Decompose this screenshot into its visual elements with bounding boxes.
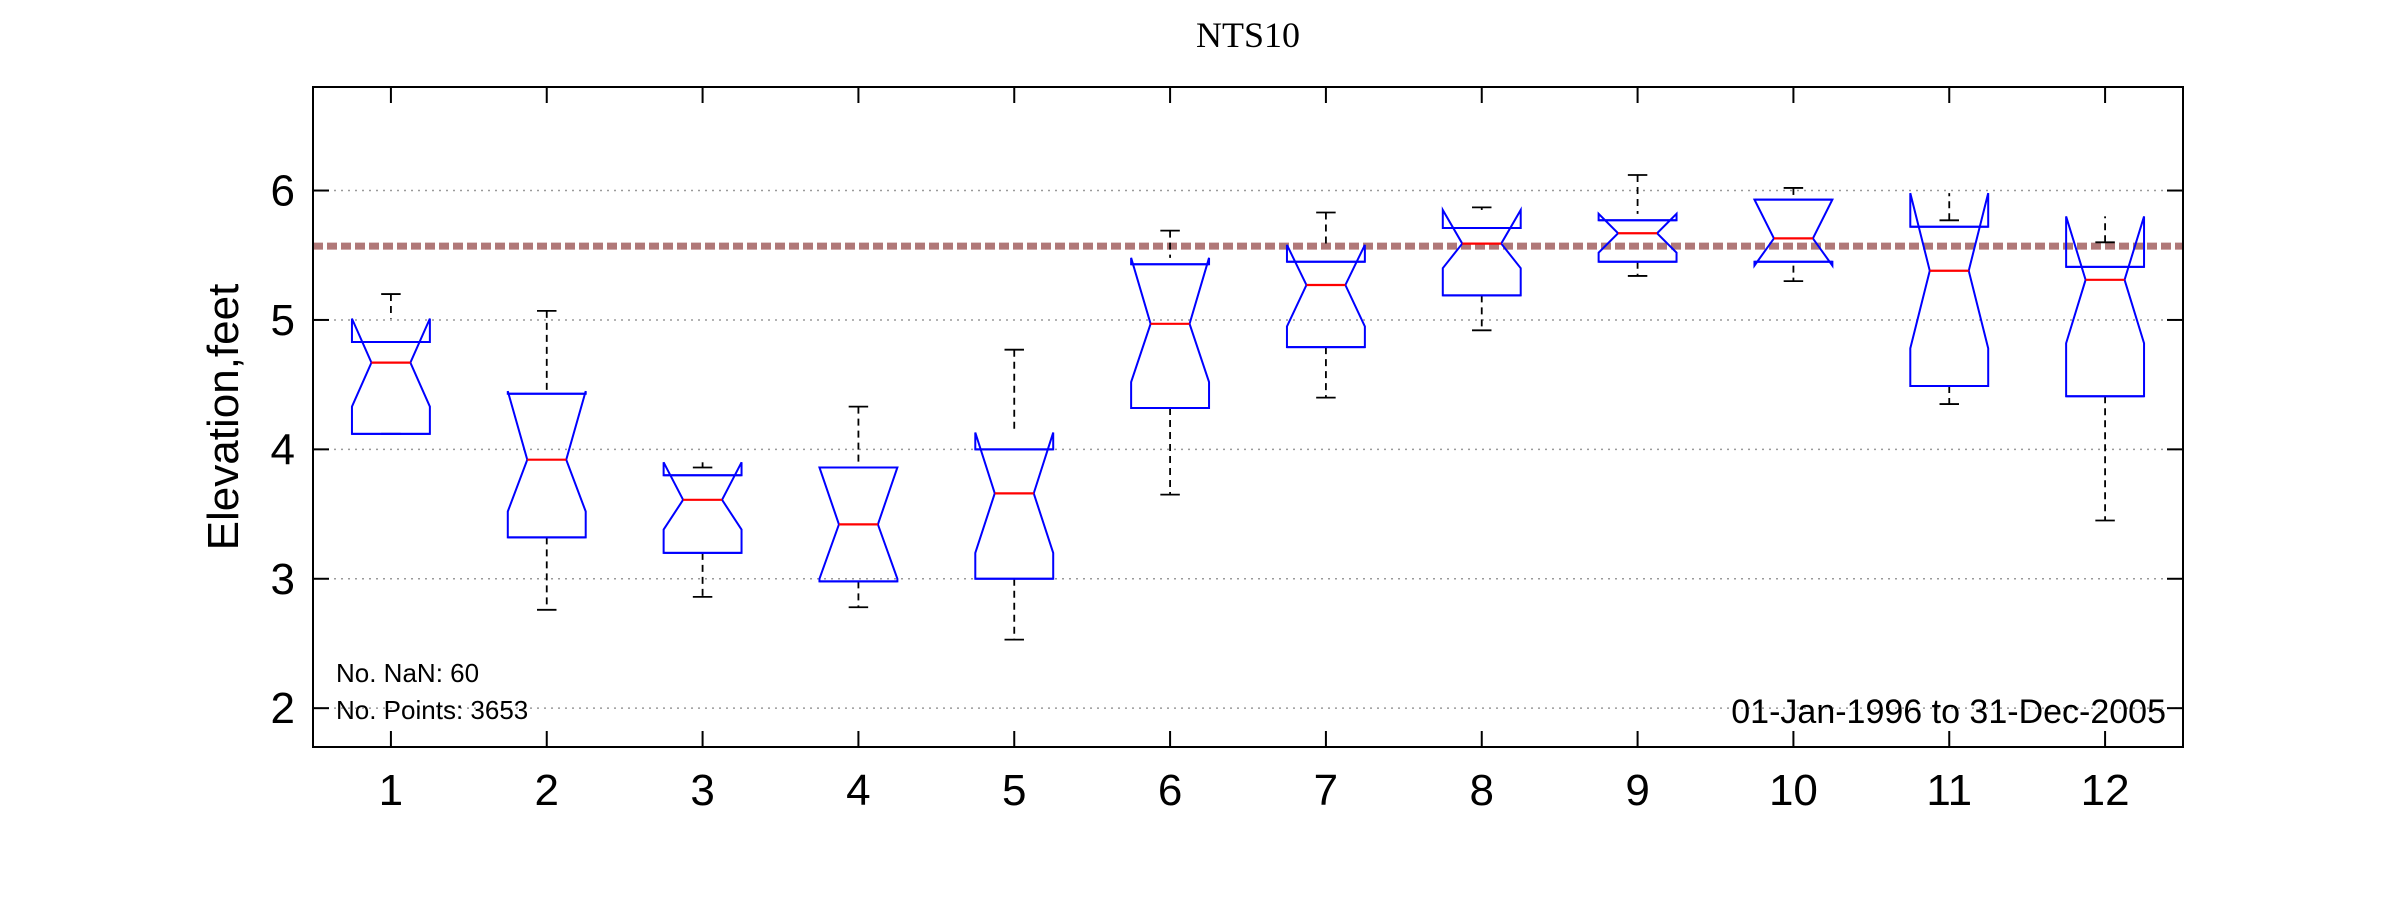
- y-axis-label: Elevation,feet: [199, 284, 248, 551]
- plot-area-frame: [312, 86, 2184, 748]
- y-tick-label: 2: [271, 684, 295, 733]
- chart-title: NTS10: [1196, 15, 1300, 55]
- x-tick-label: 7: [1314, 766, 1338, 815]
- x-tick-label: 5: [1002, 766, 1026, 815]
- box-12: [2065, 216, 2146, 522]
- x-tick-label: 8: [1470, 766, 1494, 815]
- x-tick-label: 1: [379, 766, 403, 815]
- box-8: [1441, 206, 1522, 332]
- box-9: [1597, 174, 1678, 277]
- x-tick-label: 6: [1158, 766, 1182, 815]
- notched-box: [506, 390, 587, 539]
- box-2: [506, 309, 587, 611]
- notched-box: [1130, 257, 1211, 409]
- notched-box: [1909, 192, 1990, 387]
- box-11: [1909, 192, 1990, 405]
- box-7: [1285, 211, 1366, 399]
- x-tick-label: 11: [1926, 766, 1972, 815]
- notched-box: [1441, 206, 1522, 297]
- x-tick-label: 10: [1769, 766, 1818, 815]
- nan-count-label: No. NaN: 60: [336, 658, 479, 688]
- y-tick-label: 5: [271, 296, 295, 345]
- box-6: [1130, 229, 1211, 496]
- y-tick-label: 6: [271, 167, 295, 216]
- x-tick-label: 12: [2081, 766, 2130, 815]
- box-10: [1752, 187, 1834, 283]
- y-tick-label: 4: [271, 425, 295, 474]
- box-1: [350, 293, 431, 435]
- box-series: [350, 174, 2146, 641]
- points-count-label: No. Points: 3653: [336, 695, 528, 725]
- notched-box: [1752, 198, 1834, 269]
- box-4: [818, 405, 899, 609]
- notched-box: [1285, 244, 1366, 349]
- x-tick-label: 4: [846, 766, 870, 815]
- x-tick-label: 2: [535, 766, 559, 815]
- date-range-label: 01-Jan-1996 to 31-Dec-2005: [1731, 693, 2166, 731]
- notched-box: [350, 318, 431, 435]
- notched-box: [974, 432, 1055, 580]
- y-tick-label: 3: [271, 555, 295, 604]
- box-5: [974, 348, 1055, 641]
- grid-lines: [313, 189, 2183, 709]
- box-3: [662, 461, 743, 598]
- x-tick-label: 9: [1625, 766, 1649, 815]
- x-tick-label: 3: [690, 766, 714, 815]
